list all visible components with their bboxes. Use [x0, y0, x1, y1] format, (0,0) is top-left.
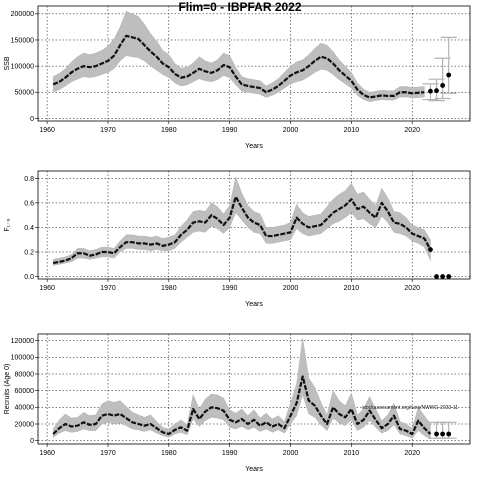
f-y-axis-label: F₁₋₈ [4, 218, 11, 231]
ssb-x-tick-label: 1960 [39, 127, 55, 134]
ssb-x-tick-label: 1970 [100, 127, 116, 134]
f-projection-point [434, 274, 439, 279]
ssb-x-axis-label: Years [245, 143, 263, 150]
f-y-tick-label: 0.0 [24, 274, 34, 281]
ssb-y-axis-label: SSB [4, 56, 11, 70]
recruit-x-tick-label: 1960 [39, 450, 55, 457]
f-x-tick-label: 1980 [161, 285, 177, 292]
recruit-y-tick-label: 40000 [15, 405, 35, 412]
recruit-x-tick-label: 2020 [404, 450, 420, 457]
recruit-x-tick-label: 1970 [100, 450, 116, 457]
fishing-mortality-panel: 1960 1970 1980 1990 2000 2010 2020 0.0 0.2 0.4 0.6… [4, 170, 471, 308]
recruit-confidence-band [53, 338, 431, 440]
recruit-y-axis-label: Recruits (Age 0) [4, 364, 11, 415]
recruit-plot-frame [37, 333, 471, 445]
f-x-tick-label: 2020 [404, 285, 420, 292]
recruit-x-axis-label: Years [245, 466, 263, 473]
f-terminal-point [428, 247, 433, 252]
recruit-x-tick-label: 1990 [222, 450, 238, 457]
ssb-y-tick-label: 50000 [15, 90, 35, 97]
recruit-projection-point [434, 431, 439, 437]
f-x-axis-label: Years [245, 301, 263, 308]
f-estimate-line [52, 195, 432, 265]
f-x-tick-label: 1990 [222, 285, 238, 292]
recruit-y-tick-label: 100000 [11, 355, 34, 362]
f-projection-point [446, 274, 452, 279]
ssb-estimate-line [52, 34, 425, 99]
ssb-panel: 1960 1970 1980 1990 2000 2010 2020 0 50000 100000… [4, 5, 471, 150]
ssb-projection-point [428, 88, 433, 94]
f-plot-frame [37, 170, 471, 280]
recruit-x-tick-label: 2010 [344, 450, 360, 457]
f-x-tick-label: 2010 [344, 285, 360, 292]
ssb-x-tick-label: 1990 [222, 127, 238, 134]
recruit-source-annotation: stockassessment.org/runs/NWWG-2023-11 [362, 405, 458, 411]
recruit-x-tick-label: 2000 [283, 450, 299, 457]
ssb-confidence-band [53, 10, 425, 102]
recruit-x-tick-label: 1980 [161, 450, 177, 457]
ssb-x-tick-label: 2020 [404, 127, 420, 134]
recruit-y-tick-label: 0 [30, 438, 34, 445]
f-y-tick-label: 0.4 [24, 225, 34, 232]
recruit-y-tick-label: 120000 [11, 338, 34, 345]
ssb-projection-point [434, 88, 439, 94]
recruit-projection-point [446, 431, 452, 437]
ssb-projection-point [440, 83, 446, 88]
recruit-projection-point [440, 431, 446, 437]
ssb-y-tick-label: 150000 [11, 37, 34, 44]
f-y-tick-label: 0.8 [24, 176, 34, 183]
f-x-tick-label: 1960 [39, 285, 55, 292]
f-y-tick-label: 0.2 [24, 249, 34, 256]
f-x-tick-label: 2000 [283, 285, 299, 292]
ssb-y-tick-label: 100000 [11, 64, 34, 71]
recruit-y-tick-label: 20000 [15, 421, 35, 428]
ssb-x-tick-label: 2010 [344, 127, 360, 134]
ssb-plot-frame [37, 5, 471, 122]
ssb-y-tick-label: 200000 [11, 11, 34, 18]
ssb-y-tick-label: 0 [30, 116, 34, 123]
figure-title: Flim=0 - IBPFAR 2022 [178, 0, 301, 14]
f-y-tick-label: 0.6 [24, 200, 34, 207]
recruit-y-tick-label: 60000 [15, 388, 35, 395]
ssb-x-tick-label: 1980 [161, 127, 177, 134]
ssb-x-tick-label: 2000 [283, 127, 299, 134]
recruitment-panel: 1960 1970 1980 1990 2000 2010 2020 0 20000 40000 6… [4, 333, 471, 473]
recruit-y-tick-label: 80000 [15, 371, 35, 378]
f-projection-point [440, 274, 446, 279]
ssb-projection-point [446, 72, 452, 78]
recruit-estimate-line [52, 375, 432, 436]
f-x-tick-label: 1970 [100, 285, 116, 292]
